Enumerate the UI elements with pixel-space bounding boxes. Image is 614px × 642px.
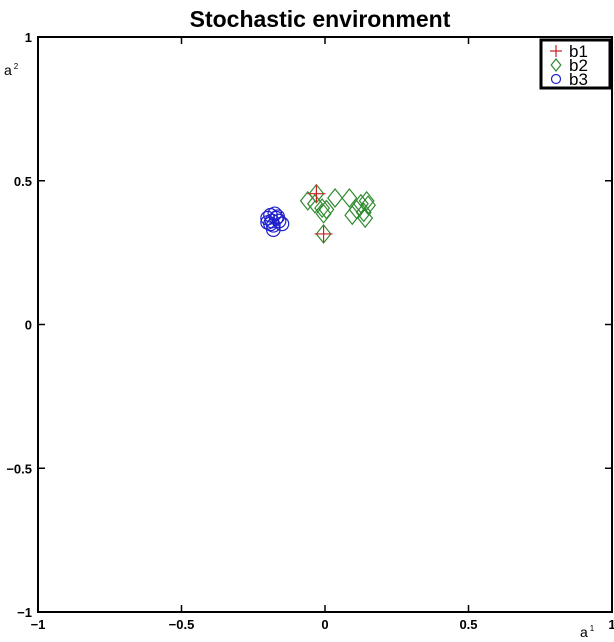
data-point-b2	[358, 190, 375, 211]
y-tick-label: −1	[17, 605, 32, 620]
x-tick-label: −1	[31, 617, 46, 632]
y-tick-label: 1	[25, 30, 32, 45]
data-point-b2	[360, 195, 377, 216]
plot-area	[37, 36, 613, 613]
y-tick-label: 0	[25, 318, 32, 333]
x-tick-label: 1	[608, 617, 614, 632]
legend-label: b3	[569, 70, 588, 89]
data-marks	[260, 183, 377, 244]
x-tick-label: 0	[321, 617, 328, 632]
y-tick-label: −0.5	[6, 461, 32, 476]
data-point-b1	[307, 184, 326, 203]
data-point-b2	[306, 193, 323, 214]
data-point-b3	[274, 216, 290, 232]
data-point-b2	[355, 202, 372, 223]
data-point-b3	[268, 210, 284, 226]
x-tick-label: 0.5	[459, 617, 477, 632]
data-point-b2	[314, 198, 331, 219]
legend-label: b1	[569, 42, 588, 61]
data-point-b2	[318, 199, 335, 220]
data-point-b2	[352, 193, 369, 214]
chart-title: Stochastic environment	[190, 6, 451, 32]
data-point-b3	[265, 222, 281, 237]
legend-label: b2	[569, 56, 588, 75]
data-point-b2	[357, 208, 374, 229]
data-point-b2	[341, 188, 358, 208]
data-point-b2	[315, 203, 332, 224]
data-point-b1	[314, 224, 333, 243]
y-axis-label-superscript: 2	[14, 62, 19, 71]
data-point-b2	[327, 188, 344, 208]
legend-marker-b1	[550, 45, 562, 57]
data-point-b2	[299, 190, 316, 211]
legend-marker-b2	[550, 58, 562, 72]
data-point-b3	[270, 209, 285, 225]
x-axis-label-superscript: 1	[590, 624, 595, 633]
axis-ticks: −1 −0.5 0 0.5 1 −1 −0.5 0 0.5 1	[6, 30, 614, 632]
x-tick-label: −0.5	[169, 617, 195, 632]
legend-marker-b3	[550, 73, 562, 85]
y-tick-label: 0.5	[14, 174, 32, 189]
